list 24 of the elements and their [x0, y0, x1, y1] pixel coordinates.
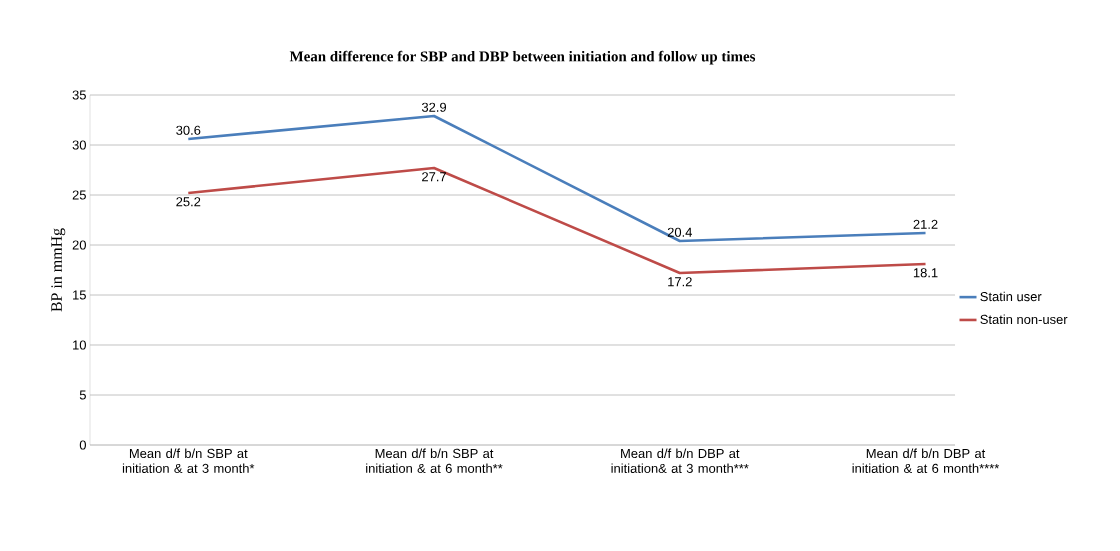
x-tick-label: Mean d/f b/n DBP at initiation& at 3 month*** — [611, 448, 749, 473]
y-tick-label: 25 — [72, 190, 86, 200]
x-tick-label: Mean d/f b/n SBP at initiation & at 6 month** — [366, 448, 503, 473]
data-label: 18.1 — [913, 268, 938, 278]
x-tick-label: Mean d/f b/n SBP at initiation & at 3 month* — [122, 448, 255, 473]
y-tick-label: 10 — [73, 340, 86, 350]
y-tick-label: 35 — [72, 90, 86, 100]
y-axis-title: BP in mmHg — [51, 228, 66, 312]
y-tick-label: 15 — [73, 290, 86, 300]
chart-title: Mean difference for SBP and DBP between initiation and follow up times — [289, 50, 756, 65]
data-label: 32.9 — [421, 102, 447, 112]
y-tick-label: 5 — [79, 390, 86, 400]
data-label: 21.2 — [913, 219, 938, 229]
data-label: 27.7 — [422, 172, 446, 182]
legend-label: Statin non-user — [980, 314, 1068, 325]
data-label: 25.2 — [176, 197, 201, 207]
data-label: 30.6 — [176, 125, 201, 135]
data-label: 17.2 — [668, 277, 692, 287]
data-label: 20.4 — [667, 227, 693, 237]
y-tick-label: 20 — [72, 240, 86, 250]
legend-label: Statin user — [980, 291, 1042, 302]
y-tick-label: 30 — [72, 140, 86, 150]
x-tick-label: Mean d/f b/n DBP at initiation & at 6 month**** — [852, 448, 1000, 473]
y-tick-label: 0 — [79, 440, 86, 450]
